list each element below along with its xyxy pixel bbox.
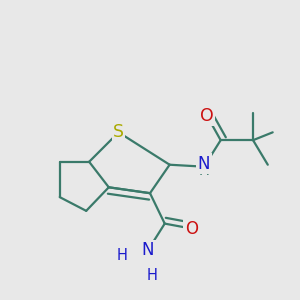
Text: H: H: [199, 163, 209, 178]
Text: O: O: [200, 106, 214, 124]
Text: N: N: [198, 155, 210, 173]
Text: H: H: [146, 268, 158, 283]
Text: S: S: [113, 123, 124, 141]
Text: H: H: [117, 248, 128, 263]
Text: N: N: [142, 241, 154, 259]
Text: O: O: [185, 220, 198, 238]
